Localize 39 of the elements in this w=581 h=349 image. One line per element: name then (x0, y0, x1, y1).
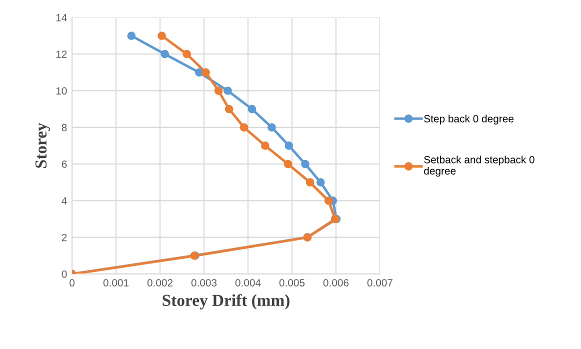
point (301, 160, 310, 168)
point (195, 68, 204, 77)
point (127, 32, 136, 40)
y-tick-label: 8 (62, 124, 67, 132)
point (240, 123, 248, 132)
point (306, 178, 314, 187)
point (224, 86, 232, 95)
point (284, 160, 292, 168)
point (224, 104, 234, 114)
point (316, 178, 325, 187)
x-tick-label: 0.007 (367, 279, 392, 286)
y-tick-label: 12 (56, 50, 67, 58)
point (324, 196, 333, 205)
x-tick-label: 0 (70, 279, 75, 286)
x-tick-label: 0.004 (235, 279, 261, 286)
y-tick-label: 2 (62, 234, 67, 242)
point (268, 123, 276, 132)
x-tick-label: 0.002 (147, 279, 173, 286)
x-tick-label: 0.005 (279, 279, 305, 286)
legend-label: Setback and stepback 0 degree (424, 156, 534, 177)
legend-label: Step back 0 degree (424, 114, 514, 124)
y-axis-title: Storey (35, 122, 50, 168)
y-tick-label: 14 (56, 14, 67, 22)
y-tick-label: 0 (62, 270, 67, 278)
point (182, 50, 192, 58)
x-axis-title: Storey Drift (mm) (162, 294, 290, 310)
point (158, 32, 166, 40)
point (202, 68, 210, 77)
point (284, 142, 294, 150)
point (214, 86, 223, 95)
y-tick-label: 6 (62, 160, 67, 168)
point (248, 104, 256, 114)
y-tick-label: 4 (62, 197, 67, 204)
x-tick-label: 0.001 (103, 279, 129, 286)
point (160, 50, 170, 58)
x-tick-label: 0.006 (323, 279, 349, 286)
y-tick-label: 10 (56, 87, 67, 95)
point (260, 142, 270, 150)
x-tick-label: 0.003 (191, 279, 217, 286)
